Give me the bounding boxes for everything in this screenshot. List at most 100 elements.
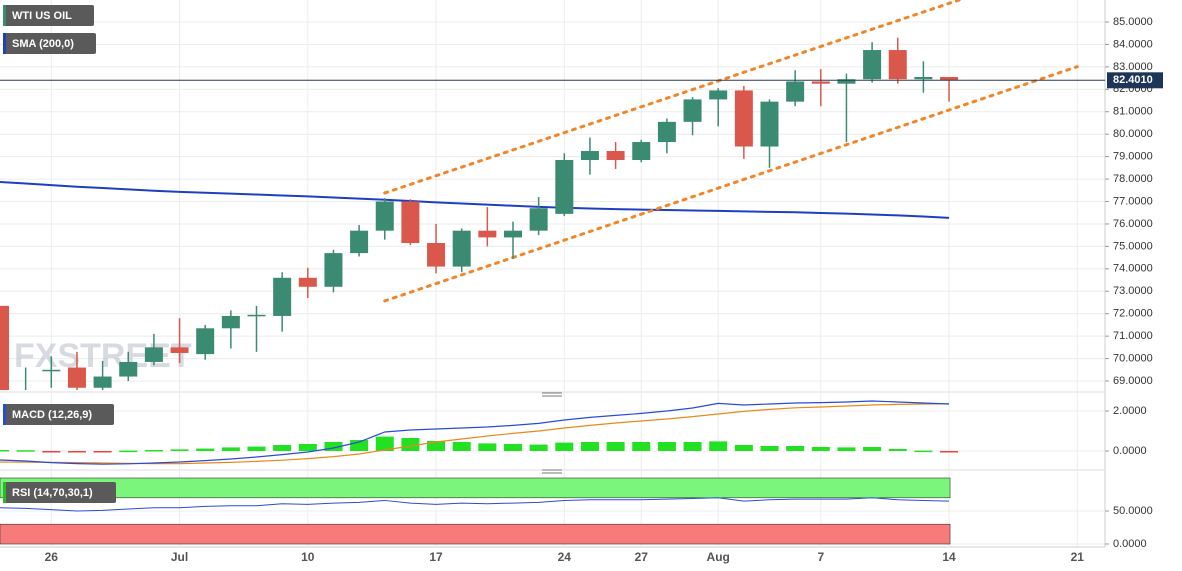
macd-histogram-bar <box>170 449 189 451</box>
macd-histogram-bar <box>0 450 9 452</box>
candle-body <box>760 101 779 147</box>
macd-histogram-bar <box>837 447 856 451</box>
macd-histogram-bar <box>16 450 35 452</box>
macd-histogram-bar <box>144 450 163 452</box>
macd-histogram-bar <box>683 442 702 451</box>
candle-body <box>786 81 805 102</box>
x-tick-label: 17 <box>429 550 443 564</box>
y-tick-label: 84.0000 <box>1113 38 1153 50</box>
rsi-line <box>0 497 950 512</box>
candle-body <box>350 230 369 254</box>
x-tick-label: Aug <box>707 550 730 564</box>
macd-histogram-bar <box>709 441 728 451</box>
x-tick-label: 27 <box>635 550 649 564</box>
indicator-tag-stripe <box>3 404 6 425</box>
macd-histogram-bar <box>401 438 420 451</box>
divider-grip[interactable] <box>542 392 562 474</box>
macd-histogram-bar <box>504 444 522 451</box>
y-tick-label: 78.0000 <box>1113 173 1153 185</box>
y-tick-label: 83.0000 <box>1113 61 1153 73</box>
y-tick-label: 71.0000 <box>1113 330 1153 342</box>
macd-histogram-bar <box>888 449 907 451</box>
macd-histogram-bar <box>760 446 779 451</box>
y-tick-label: 70.0000 <box>1113 352 1153 364</box>
candle-body <box>734 90 753 147</box>
macd-histogram-bar <box>580 442 599 451</box>
candle-body <box>93 376 112 388</box>
candle-body <box>0 305 9 390</box>
macd-histogram-bar <box>247 446 266 451</box>
candle-body <box>221 315 240 329</box>
macd-histogram-bar <box>350 440 369 451</box>
x-tick-label: 24 <box>558 550 572 564</box>
last-price-label: 82.4010 <box>1113 74 1153 86</box>
macd-histogram-bar <box>657 442 676 451</box>
macd-histogram-bar <box>606 442 625 451</box>
macd-histogram-bar <box>67 451 86 453</box>
y-tick-label: 0.0000 <box>1113 445 1147 457</box>
y-tick-label: 73.0000 <box>1113 285 1153 297</box>
macd-histogram-bar <box>478 443 497 451</box>
candle-body <box>811 81 830 84</box>
candle-body <box>170 347 189 353</box>
candle-body <box>632 142 651 160</box>
candle-body <box>427 243 446 267</box>
candle-body <box>504 230 522 238</box>
macd-line <box>0 400 950 465</box>
indicator-tag-label: RSI (14,70,30,1) <box>12 487 93 499</box>
macd-histogram-bar <box>529 444 548 451</box>
indicator-tag-box[interactable] <box>3 482 116 503</box>
signal-line <box>0 403 950 465</box>
x-tick-label: 10 <box>301 550 315 564</box>
rsi-panel <box>0 477 951 545</box>
macd-histogram-bar <box>273 445 292 451</box>
y-tick-label: 81.0000 <box>1113 106 1153 118</box>
macd-histogram-bar <box>119 450 138 453</box>
candle-body <box>940 76 959 81</box>
y-tick-label: 2.0000 <box>1113 405 1147 417</box>
macd-panel <box>0 400 959 465</box>
indicator-tag-box[interactable] <box>3 5 94 26</box>
macd-histogram-bar <box>555 442 574 451</box>
candle-body <box>657 121 676 143</box>
y-tick-label: 0.0000 <box>1113 538 1147 550</box>
candle-body <box>709 90 728 100</box>
candle-body <box>144 347 163 362</box>
y-tick-label: 85.0000 <box>1113 16 1153 28</box>
candle-body <box>863 50 882 80</box>
y-tick-label: 72.0000 <box>1113 308 1153 320</box>
axes: 69.000070.000071.000072.000073.000074.00… <box>45 16 1163 564</box>
macd-histogram-bar <box>427 441 446 451</box>
x-tick-label: 7 <box>817 550 824 564</box>
macd-histogram-bar <box>914 450 933 453</box>
last-price-box <box>1107 72 1163 89</box>
y-tick-label: 50.0000 <box>1113 505 1153 517</box>
candle-body <box>247 314 266 317</box>
macd-histogram-bar <box>786 446 805 451</box>
indicator-tag-stripe <box>3 482 6 503</box>
y-tick-label: 77.0000 <box>1113 195 1153 207</box>
indicator-tags: WTI US OIL SMA (200,0) MACD (12,26,9) RSI (… <box>3 5 116 503</box>
macd-histogram-bar <box>940 451 959 453</box>
indicator-tag-stripe <box>3 33 6 54</box>
candle-body <box>914 76 933 80</box>
indicator-tag-label: SMA (200,0) <box>12 38 74 50</box>
macd-histogram-bar <box>452 442 471 451</box>
candle-body <box>196 328 215 355</box>
macd-histogram-bar <box>298 444 317 451</box>
candle-body <box>324 253 343 287</box>
candle-body <box>298 277 317 287</box>
candle-body <box>606 151 625 160</box>
macd-histogram-bar <box>93 451 112 453</box>
macd-histogram-bar <box>324 442 343 451</box>
indicator-tag-box[interactable] <box>3 404 114 425</box>
candle-body <box>67 367 86 388</box>
candle-body <box>375 201 394 231</box>
macd-histogram-bar <box>42 451 61 453</box>
indicator-tag-stripe <box>3 5 6 26</box>
candle-body <box>888 50 907 80</box>
indicator-tag-box[interactable] <box>3 33 96 54</box>
candle-body <box>580 151 599 160</box>
x-tick-label: 21 <box>1071 550 1085 564</box>
